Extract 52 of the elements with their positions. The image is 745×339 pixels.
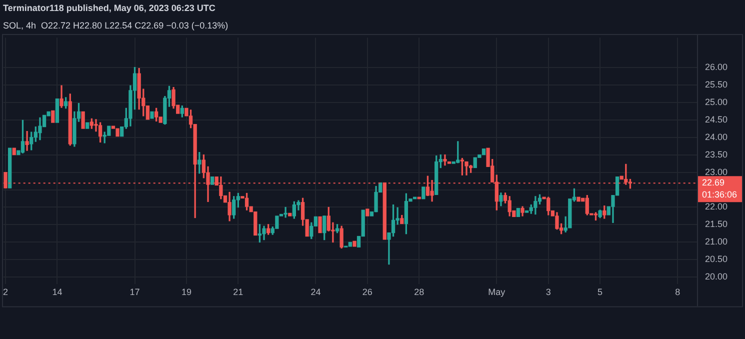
x-tick-label: 8 bbox=[675, 287, 680, 298]
candlestick bbox=[81, 111, 85, 129]
text: 01:36:06 bbox=[702, 190, 738, 200]
candlestick bbox=[150, 111, 154, 119]
x-tick-label: May bbox=[488, 287, 506, 298]
candlestick bbox=[25, 131, 29, 151]
candlestick bbox=[366, 208, 370, 216]
candlestick bbox=[86, 122, 90, 129]
ref-line-label: 22.69 bbox=[702, 178, 725, 188]
y-tick-label: 20.00 bbox=[705, 272, 728, 282]
candlestick bbox=[452, 161, 456, 164]
candlestick bbox=[284, 206, 288, 218]
y-tick-label: 25.00 bbox=[705, 96, 728, 107]
candlestick bbox=[422, 186, 426, 200]
candlestick bbox=[116, 128, 120, 137]
y-tick-label: 21.50 bbox=[705, 219, 728, 230]
candlestick bbox=[524, 210, 529, 213]
y-tick-label: 23.00 bbox=[705, 166, 728, 177]
x-tick-label: 21 bbox=[233, 287, 244, 298]
x-tick-label: 26 bbox=[362, 287, 372, 298]
y-tick-label: 24.50 bbox=[705, 114, 728, 124]
candlestick bbox=[12, 148, 16, 156]
x-tick-label: 24 bbox=[310, 287, 321, 298]
chart-subtitle: SOL, 4h O22.72 H22.80 L22.54 C22.69 −0.03 (−0.13%) bbox=[3, 20, 228, 31]
candlestick bbox=[318, 216, 322, 234]
x-tick-label: 5 bbox=[598, 287, 603, 298]
x-tick-label: 3 bbox=[546, 287, 551, 298]
y-tick-label: 26.00 bbox=[705, 62, 728, 72]
y-tick-label: 22.00 bbox=[705, 202, 728, 212]
candlestick bbox=[576, 196, 580, 202]
y-tick-label: 21.00 bbox=[705, 236, 728, 247]
candlestick bbox=[516, 208, 520, 218]
x-tick-label: 19 bbox=[181, 287, 192, 298]
candlestick bbox=[352, 240, 356, 247]
y-tick-label: 24.00 bbox=[705, 132, 728, 142]
candlestick bbox=[348, 242, 352, 247]
x-tick-label: 28 bbox=[414, 287, 424, 298]
x-tick-label: 14 bbox=[52, 287, 62, 298]
y-tick-label: 20.50 bbox=[705, 254, 728, 264]
candlestick bbox=[482, 148, 486, 156]
x-tick-label: 17 bbox=[130, 287, 140, 298]
y-tick-label: 25.50 bbox=[705, 79, 728, 90]
candlestick bbox=[51, 110, 55, 123]
x-tick-label: 2 bbox=[3, 287, 8, 298]
candlestick bbox=[8, 148, 12, 188]
candlestick bbox=[288, 212, 292, 216]
y-tick-label: 23.50 bbox=[705, 149, 728, 160]
candlestick bbox=[210, 176, 214, 185]
candlestick bbox=[568, 198, 572, 228]
candlestick bbox=[55, 98, 60, 123]
chart-title: Terminator118 published, May 06, 2023 06:23 UTC bbox=[3, 2, 216, 13]
candlestick bbox=[443, 154, 447, 166]
